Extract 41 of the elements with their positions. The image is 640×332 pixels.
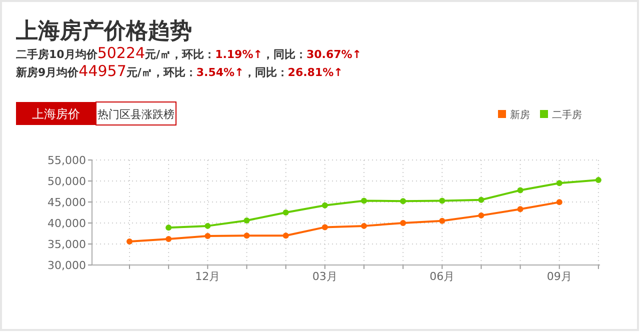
point [517,187,524,194]
point [244,232,250,239]
point [166,224,172,231]
y-tick-label: 50,000 [48,175,86,188]
point [322,224,328,230]
point [244,217,250,224]
text: 上海房价 [32,107,80,121]
point [556,199,562,206]
point [166,236,172,242]
point [126,238,133,244]
point [595,177,602,184]
legend-label: 二手房 [552,109,582,121]
point [439,218,446,224]
point [439,198,446,204]
y-tick-label: 55,000 [48,154,86,167]
point [517,206,524,212]
legend-label: 新房 [510,109,530,121]
point [360,198,367,204]
point [282,232,289,239]
point [400,220,406,226]
point [556,180,562,186]
text: 二手房10月均价50224元/㎡，环比：1.19%↑，同比：30.67%↑ [16,44,362,62]
y-tick-label: 35,000 [48,238,86,251]
chart-title: 上海房产价格趋势 [15,18,192,44]
x-tick-label: 03月 [312,270,338,283]
text: 新房9月均价44957元/㎡，环比：3.54%↑，同比：26.81%↑ [15,62,343,80]
point [400,198,406,204]
y-tick-label: 40,000 [48,217,86,230]
y-tick-label: 45,000 [48,196,86,209]
point [322,202,328,208]
point [204,233,211,240]
point [360,222,367,229]
x-tick-label: 06月 [430,270,455,283]
point [282,210,289,216]
x-tick-label: 09月 [546,270,572,283]
point [204,222,211,229]
point [478,212,484,218]
y-tick-label: 30,000 [48,259,86,272]
text: 热门区县涨跌榜 [98,108,174,121]
x-tick-label: 12月 [195,270,220,283]
point [478,196,484,203]
